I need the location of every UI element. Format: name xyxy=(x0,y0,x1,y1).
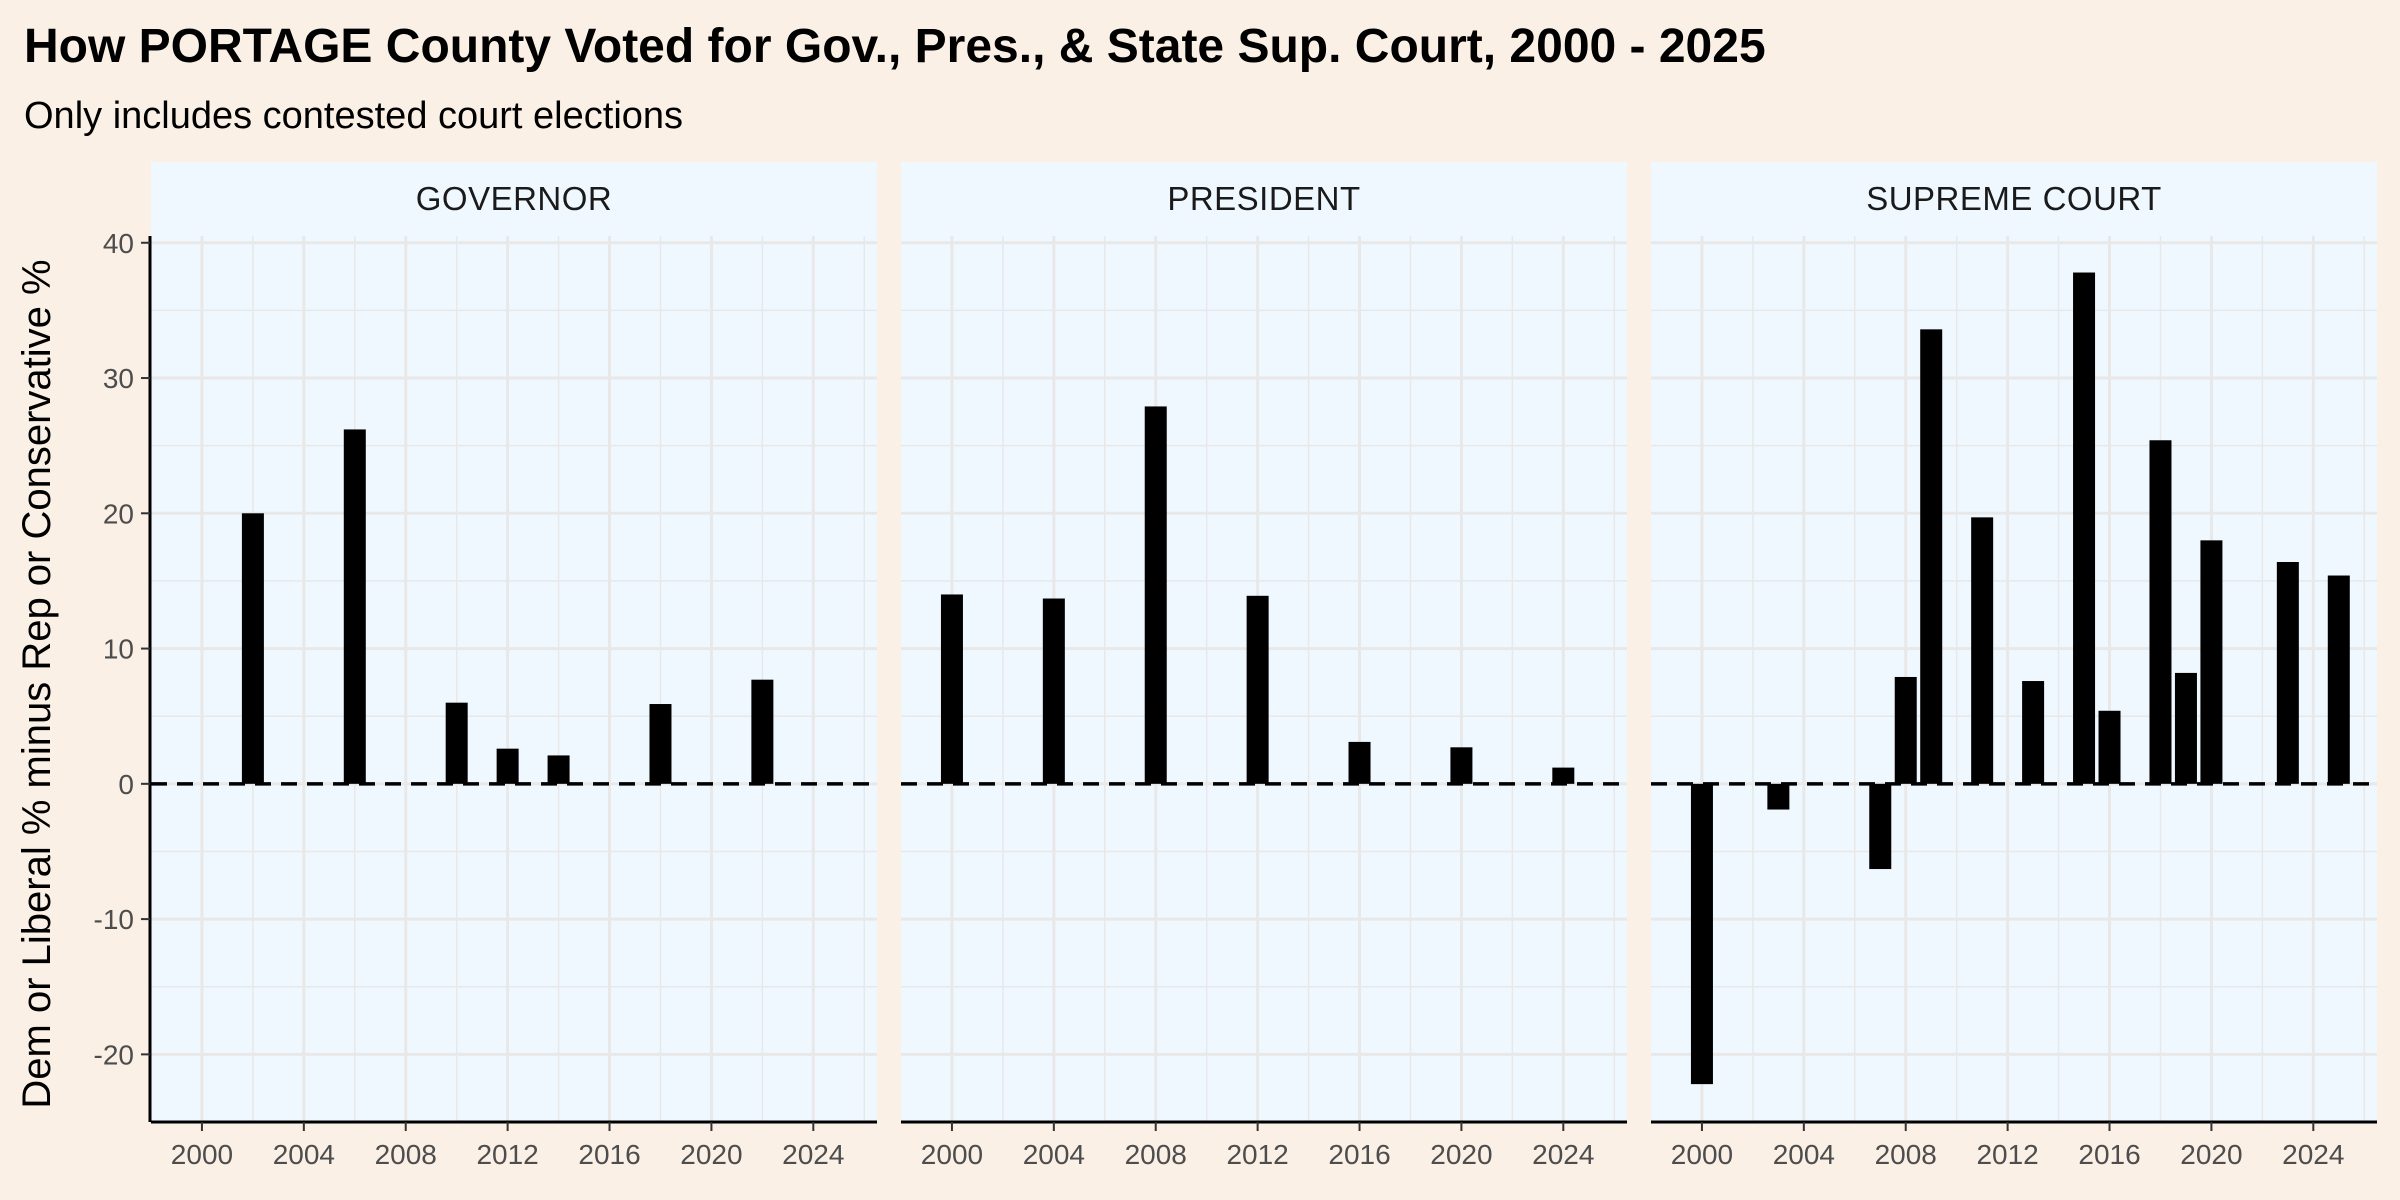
bar-governor-2012 xyxy=(496,748,519,784)
x-tick-label: 2012 xyxy=(476,1139,538,1170)
bar-president-2016 xyxy=(1348,741,1371,784)
x-tick-label: 2020 xyxy=(2180,1139,2242,1170)
bar-supreme-court-2003 xyxy=(1767,783,1790,810)
x-tick-label: 2000 xyxy=(921,1139,983,1170)
bar-supreme-court-2016 xyxy=(2098,710,2121,784)
bar-supreme-court-2007 xyxy=(1869,783,1892,870)
x-tick-label: 2024 xyxy=(1532,1139,1594,1170)
x-tick-label: 2004 xyxy=(1773,1139,1835,1170)
bar-supreme-court-2000 xyxy=(1690,783,1713,1085)
y-axis: -20 -10 0 10 20 30 40 xyxy=(94,228,152,1122)
strip-label-supreme-court: SUPREME COURT xyxy=(1866,180,2162,217)
bar-president-2024 xyxy=(1552,767,1575,784)
x-tick-label: 2000 xyxy=(171,1139,233,1170)
x-tick-label: 2020 xyxy=(1430,1139,1492,1170)
x-tick-label: 2016 xyxy=(2078,1139,2140,1170)
x-tick-label: 2024 xyxy=(782,1139,844,1170)
bar-governor-2014 xyxy=(547,755,570,784)
strip-background xyxy=(151,162,877,236)
bar-governor-2022 xyxy=(751,679,774,784)
bar-supreme-court-2013 xyxy=(2022,681,2045,784)
bar-supreme-court-2011 xyxy=(1971,517,1994,784)
strip-background xyxy=(1651,162,2377,236)
panel-governor: GOVERNOR 2000 2004 2008 2012 2016 2020 2024 xyxy=(151,162,877,1170)
bar-supreme-court-2019 xyxy=(2174,672,2197,784)
y-tick-label: 0 xyxy=(118,769,134,800)
bar-president-2004 xyxy=(1042,598,1065,784)
x-tick-label: 2008 xyxy=(1125,1139,1187,1170)
bar-supreme-court-2015 xyxy=(2073,272,2096,784)
panel-background xyxy=(1651,236,2377,1122)
bar-president-2012 xyxy=(1246,595,1269,784)
bar-supreme-court-2023 xyxy=(2276,561,2299,784)
x-tick-label: 2012 xyxy=(1976,1139,2038,1170)
bar-supreme-court-2020 xyxy=(2200,540,2223,784)
strip-label-president: PRESIDENT xyxy=(1167,180,1360,217)
x-tick-label: 2012 xyxy=(1226,1139,1288,1170)
x-tick-label: 2004 xyxy=(273,1139,335,1170)
x-tick-label: 2020 xyxy=(680,1139,742,1170)
strip-label-governor: GOVERNOR xyxy=(416,180,613,217)
x-tick-label: 2016 xyxy=(1328,1139,1390,1170)
strip-background xyxy=(901,162,1627,236)
y-tick-label: -10 xyxy=(94,904,134,935)
y-tick-label: 30 xyxy=(103,363,134,394)
chart-title: How PORTAGE County Voted for Gov., Pres.… xyxy=(24,20,1766,73)
bar-president-2000 xyxy=(940,594,963,784)
y-axis-label: Dem or Liberal % minus Rep or Conservati… xyxy=(15,259,59,1108)
y-tick-label: 10 xyxy=(103,634,134,665)
y-tick-label: 20 xyxy=(103,498,134,529)
chart-subtitle: Only includes contested court elections xyxy=(24,95,683,137)
bar-president-2020 xyxy=(1450,747,1473,784)
bar-governor-2002 xyxy=(241,513,264,784)
bar-governor-2006 xyxy=(343,429,366,784)
x-tick-label: 2024 xyxy=(2282,1139,2344,1170)
panel-president: PRESIDENT 2000 2004 2008 2012 2016 2020 2024 xyxy=(901,162,1627,1170)
x-tick-label: 2008 xyxy=(1875,1139,1937,1170)
y-tick-label: -20 xyxy=(94,1039,134,1070)
bar-supreme-court-2009 xyxy=(1920,329,1943,784)
bar-supreme-court-2018 xyxy=(2149,440,2172,784)
panel-background xyxy=(151,236,877,1122)
bar-governor-2018 xyxy=(649,704,672,784)
x-tick-label: 2008 xyxy=(375,1139,437,1170)
bar-supreme-court-2008 xyxy=(1894,676,1917,784)
x-tick-label: 2000 xyxy=(1671,1139,1733,1170)
bar-governor-2010 xyxy=(445,702,468,784)
panel-supreme-court: SUPREME COURT 2000 2004 2008 2012 2016 2020 202… xyxy=(1651,162,2377,1170)
y-tick-label: 40 xyxy=(103,228,134,259)
x-tick-label: 2016 xyxy=(578,1139,640,1170)
x-tick-label: 2004 xyxy=(1023,1139,1085,1170)
bar-supreme-court-2025 xyxy=(2327,575,2350,784)
bar-president-2008 xyxy=(1144,406,1167,784)
